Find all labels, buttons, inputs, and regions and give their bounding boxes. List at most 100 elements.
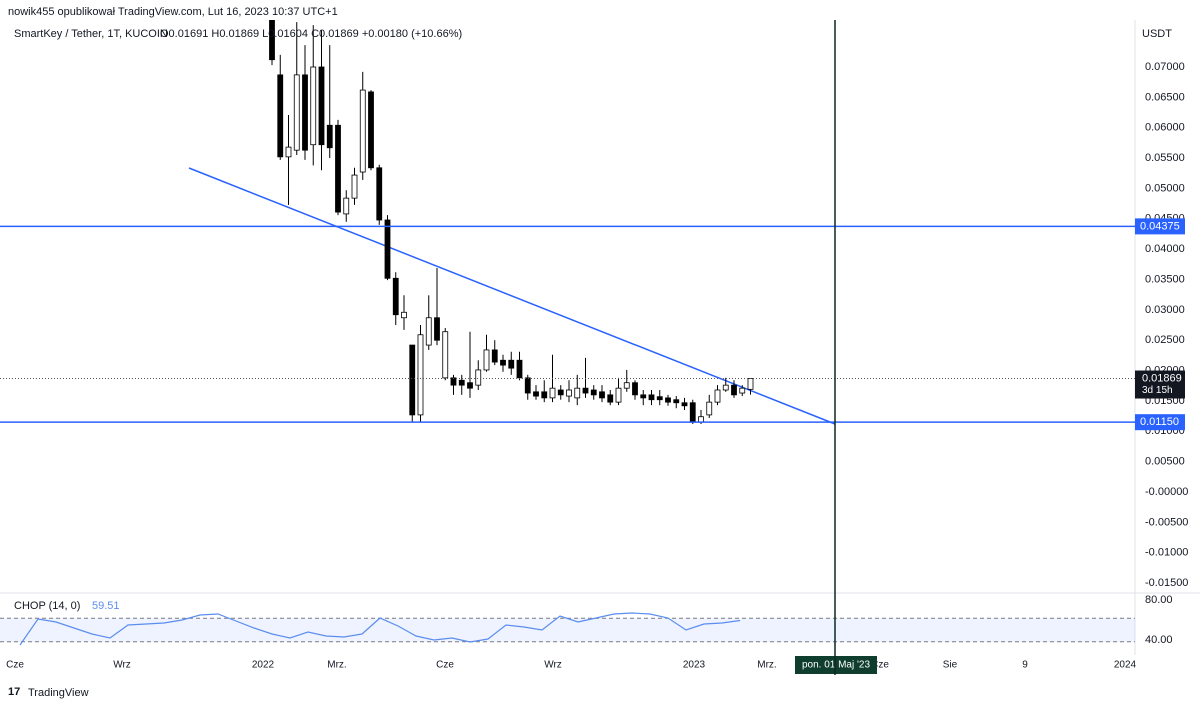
candle-body [442, 331, 449, 379]
y-tick-label: -0.00500 [1145, 516, 1188, 528]
candle-body [648, 394, 655, 401]
time-label: 2023 [683, 660, 706, 671]
candle-body [335, 124, 341, 213]
candle-body [508, 359, 515, 369]
candle-body [326, 124, 333, 149]
candle-body [293, 74, 300, 151]
candle-body [599, 391, 605, 399]
candle-body [665, 397, 671, 403]
candle-body [722, 384, 729, 391]
candle-body [458, 379, 465, 386]
trend-line [188, 167, 836, 425]
candle-body [656, 396, 663, 401]
candle-body [615, 387, 622, 403]
candle-body [516, 359, 523, 379]
candle-body [343, 197, 350, 215]
y-tick-label: -0.01000 [1145, 547, 1188, 559]
y-tick-label: 0.06000 [1145, 122, 1185, 134]
cursor-badge [795, 656, 877, 674]
candle-body [739, 387, 746, 394]
candle-body [731, 384, 737, 396]
candle-body [557, 389, 564, 396]
candle-body [706, 401, 713, 416]
legend-ohlc: O0.01691 H0.01869 L0.01604 C0.01869 +0.0… [160, 28, 462, 40]
y-tick-label: 0.00500 [1145, 456, 1185, 468]
time-label: Cze [6, 660, 24, 671]
candle-body [310, 66, 317, 146]
candle-body [392, 277, 399, 316]
candle-body [623, 382, 630, 389]
level-badge [1135, 218, 1185, 235]
candle-body [269, 20, 275, 61]
chop-name: CHOP (14, 0) [14, 600, 80, 612]
candle-body [632, 382, 638, 396]
candle-body [434, 317, 440, 341]
candle-body [450, 377, 457, 386]
candle-body [574, 387, 581, 399]
candle-body [582, 387, 589, 394]
chop-band [0, 618, 1135, 642]
time-label: 2022 [252, 660, 275, 671]
candle-body [524, 377, 531, 394]
candle-body [285, 146, 292, 158]
logo-icon: 17 [8, 686, 20, 698]
candle-body [607, 394, 614, 403]
candle-body [467, 382, 473, 389]
candle-body [500, 359, 506, 366]
candle-body [409, 344, 416, 416]
y-tick-label: -0.00000 [1145, 486, 1188, 498]
cursor-label: pon. 01 Maj '23 [802, 660, 871, 671]
candle-body [417, 334, 424, 416]
y-tick-label: 0.03500 [1145, 273, 1185, 285]
last-price-badge [1135, 370, 1185, 399]
candle-body [368, 91, 374, 169]
price-currency: USDT [1142, 28, 1172, 40]
level-badge-label: 0.04375 [1140, 220, 1180, 232]
time-label: Wrz [544, 660, 562, 671]
candle-body [747, 378, 754, 390]
y-tick-label: 0.02500 [1145, 334, 1185, 346]
candle-body [401, 311, 407, 319]
candle-body [640, 394, 647, 399]
level-badge-label: 0.01150 [1140, 416, 1179, 428]
y-tick-label: 40.00 [1145, 634, 1173, 646]
y-tick-label: 0.05000 [1145, 182, 1185, 194]
candle-body [359, 89, 366, 173]
footer: TradingView [28, 687, 89, 699]
time-label: Wrz [113, 660, 131, 671]
y-tick-label: -0.01500 [1145, 577, 1188, 589]
candle-body [541, 391, 548, 399]
y-tick-label: 0.04000 [1145, 243, 1185, 255]
candle-body [698, 416, 704, 423]
last-price-label: 0.01869 [1142, 372, 1182, 384]
candle-body [277, 74, 284, 158]
chop-value: 59.51 [92, 600, 120, 612]
time-label: Cze [871, 660, 889, 671]
candle-body [318, 66, 325, 146]
chop-line [19, 612, 741, 646]
candle-body [483, 349, 490, 371]
candle-body [491, 349, 498, 363]
header: nowik455 opublikował TradingView.com, Lu… [8, 6, 338, 18]
y-tick-label: 0.06500 [1145, 91, 1185, 103]
time-label: Cze [436, 660, 454, 671]
y-tick-label: 0.07000 [1145, 61, 1185, 73]
y-tick-label: 80.00 [1145, 594, 1173, 606]
candle-body [714, 389, 721, 403]
level-badge [1135, 414, 1185, 431]
candle-body [475, 369, 482, 386]
candle-body [376, 167, 383, 221]
candle-body [681, 402, 688, 407]
candle-body [673, 399, 680, 404]
candle-body [566, 389, 572, 397]
y-tick-label: 0.05500 [1145, 152, 1185, 164]
y-tick-label: 0.03000 [1145, 304, 1185, 316]
candle-body [689, 402, 696, 423]
time-label: 9 [1022, 660, 1028, 671]
candle-body [302, 74, 308, 151]
candle-body [590, 389, 597, 396]
candle-body [549, 387, 556, 399]
time-label: Mrz. [757, 660, 776, 671]
time-label: 2024 [1114, 660, 1137, 671]
